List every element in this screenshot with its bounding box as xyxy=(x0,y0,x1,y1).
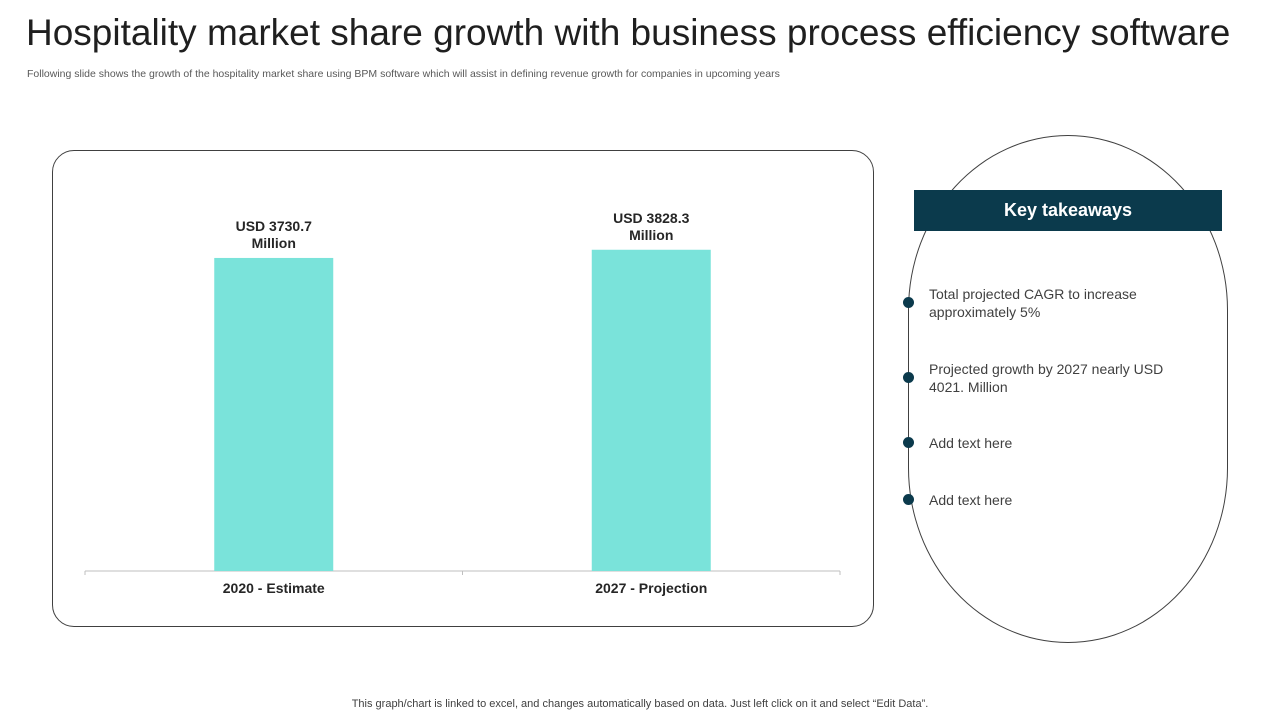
takeaway-text: Projected growth by 2027 nearly USD 4021… xyxy=(929,361,1164,395)
chart-frame xyxy=(52,150,874,627)
takeaway-text: Add text here xyxy=(929,492,1013,508)
page-subtitle: Following slide shows the growth of the … xyxy=(27,68,780,80)
chart-footnote: This graph/chart is linked to excel, and… xyxy=(351,698,929,710)
takeaways-header: Key takeaways xyxy=(914,190,1222,231)
bullet-dot-icon xyxy=(903,494,914,505)
bullet-dot-icon xyxy=(903,297,914,308)
bullet-dot-icon xyxy=(903,437,914,448)
takeaway-text: Total projected CAGR to increase approxi… xyxy=(929,286,1137,320)
takeaway-text: Add text here xyxy=(929,435,1013,451)
takeaways-oval xyxy=(908,135,1228,643)
page-title: Hospitality market share growth with bus… xyxy=(26,12,1231,53)
bullet-dot-icon xyxy=(903,372,914,383)
